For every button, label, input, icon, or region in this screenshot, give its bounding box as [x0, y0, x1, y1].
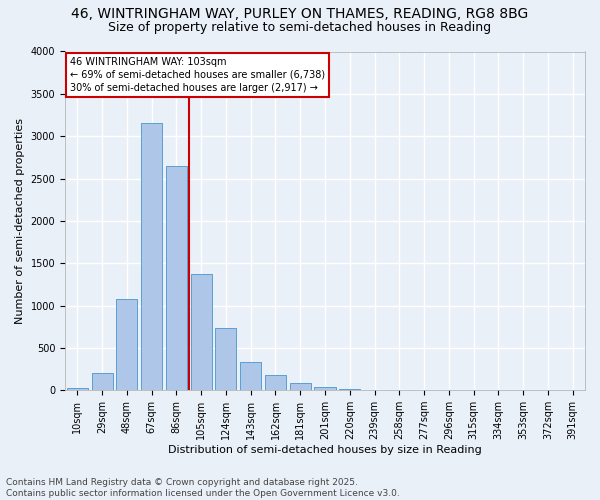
Bar: [116, 299, 137, 390]
Text: 46, WINTRINGHAM WAY, PURLEY ON THAMES, READING, RG8 8BG: 46, WINTRINGHAM WAY, PURLEY ON THAMES, R…: [71, 8, 529, 22]
Bar: [191, 274, 212, 390]
Bar: [290, 384, 311, 390]
Bar: [166, 166, 187, 390]
Bar: [314, 387, 335, 390]
Bar: [265, 376, 286, 390]
Bar: [92, 374, 113, 390]
Text: Contains HM Land Registry data © Crown copyright and database right 2025.
Contai: Contains HM Land Registry data © Crown c…: [6, 478, 400, 498]
Bar: [215, 328, 236, 390]
X-axis label: Distribution of semi-detached houses by size in Reading: Distribution of semi-detached houses by …: [168, 445, 482, 455]
Bar: [240, 362, 261, 390]
Bar: [141, 124, 162, 390]
Text: 46 WINTRINGHAM WAY: 103sqm
← 69% of semi-detached houses are smaller (6,738)
30%: 46 WINTRINGHAM WAY: 103sqm ← 69% of semi…: [70, 56, 325, 93]
Bar: [67, 388, 88, 390]
Y-axis label: Number of semi-detached properties: Number of semi-detached properties: [15, 118, 25, 324]
Text: Size of property relative to semi-detached houses in Reading: Size of property relative to semi-detach…: [109, 21, 491, 34]
